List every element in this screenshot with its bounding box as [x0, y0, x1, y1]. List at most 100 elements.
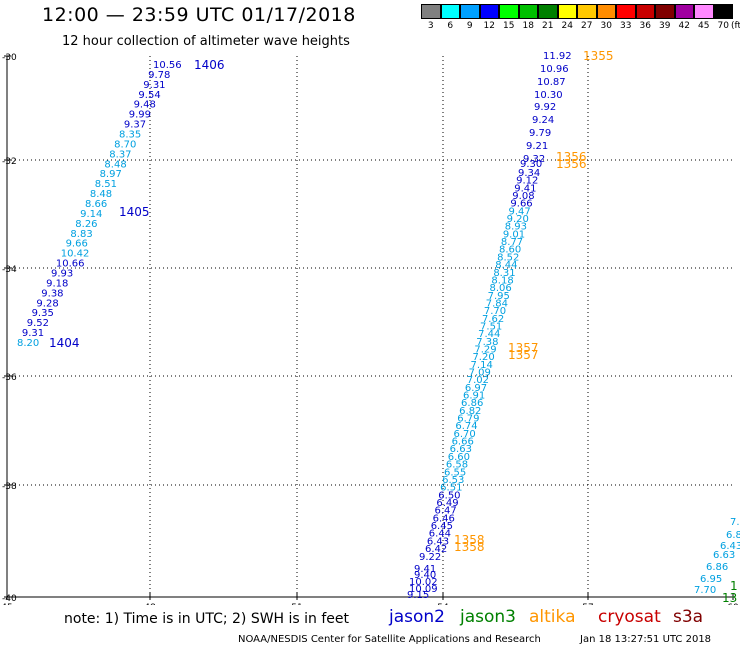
track1-swh-label: 9.28 — [36, 298, 58, 309]
track1-swh-label: 9.37 — [124, 120, 146, 131]
track2-swh-label: 9.08 — [512, 191, 534, 202]
legend-s3a: s3a — [673, 607, 704, 627]
track2-time-label: 1358 — [454, 533, 485, 547]
track2-time-label: 1357 — [508, 348, 539, 362]
track3-swh-label: 6.86 — [706, 562, 728, 573]
track2-swh-label: 6.46 — [433, 513, 455, 524]
track2-swh-label: 6.63 — [450, 444, 472, 455]
lat-tick-label: -38 — [2, 482, 17, 492]
track2-swh-label: 8.93 — [505, 222, 527, 233]
track2-swh-label: 6.49 — [436, 498, 458, 509]
track1-swh-label: 8.83 — [70, 229, 92, 240]
track2-swh-label: 6.47 — [434, 506, 456, 517]
track2-swh-label: 9.12 — [516, 176, 538, 187]
track1-swh-label: 9.38 — [41, 288, 63, 299]
track2-swh-label: 6.43 — [427, 536, 449, 547]
track1-swh-label: 8.51 — [95, 179, 117, 190]
footer-credit: NOAA/NESDIS Center for Satellite Applica… — [238, 634, 541, 645]
colorbar-label: 33 — [620, 21, 632, 31]
track2-swh-label: 9.79 — [529, 128, 551, 139]
colorbar-swatch — [440, 4, 460, 19]
lat-tick-label: -34 — [2, 265, 17, 275]
colorbar-unit: (ft) — [731, 21, 740, 31]
track2-swh-label: 9.15 — [407, 590, 429, 601]
track2-swh-label: 10.09 — [409, 584, 438, 595]
lon-tick-label: 45 — [1, 603, 12, 605]
track3-swh-label: 6.89 — [726, 530, 740, 541]
track1-swh-label: 9.54 — [138, 90, 160, 101]
colorbar-label: 3 — [427, 21, 434, 31]
lat-tick-label: -32 — [2, 157, 17, 167]
track1-swh-label: 8.48 — [104, 159, 126, 170]
colorbar-swatch — [713, 4, 733, 19]
lat-tick-label: -36 — [2, 373, 17, 383]
track3-time-label: 1 — [730, 579, 738, 593]
track1-swh-label: 9.93 — [51, 269, 73, 280]
colorbar-swatch — [460, 4, 480, 19]
track2-swh-label: 10.96 — [540, 64, 569, 75]
track2-swh-label: 8.31 — [493, 268, 515, 279]
map-subtitle: 12 hour collection of altimeter wave hei… — [62, 34, 350, 49]
track2-swh-label: 10.02 — [409, 577, 438, 588]
track2-swh-label: 6.97 — [465, 383, 487, 394]
colorbar-swatch — [557, 4, 577, 19]
colorbar-label: 42 — [678, 21, 690, 31]
track2-swh-label: 6.51 — [440, 483, 462, 494]
track3-swh-label: 7.70 — [694, 585, 716, 596]
track3-time-label: 13 — [722, 591, 737, 605]
track2-swh-label: 6.70 — [453, 429, 475, 440]
track2-swh-label: 7.09 — [469, 368, 491, 379]
track1-swh-label: 9.48 — [134, 100, 156, 111]
colorbar-label: 6 — [447, 21, 454, 31]
track1-swh-label: 10.56 — [153, 60, 182, 71]
colorbar — [421, 4, 733, 19]
track2-swh-label: 7.70 — [484, 306, 506, 317]
track3-swh-label: 6.63 — [713, 550, 735, 561]
track1-swh-label: 10.42 — [61, 249, 90, 260]
colorbar-label: 27 — [581, 21, 593, 31]
track2-swh-label: 9.41 — [414, 564, 436, 575]
track3-swh-label: 7.26 — [730, 517, 740, 528]
track1-swh-label: 8.35 — [119, 130, 141, 141]
track1-swh-label: 9.99 — [129, 110, 151, 121]
lon-tick-label: 57 — [582, 603, 593, 605]
track2-swh-label: 8.60 — [499, 245, 521, 256]
track1-swh-label: 10.66 — [56, 259, 85, 270]
colorbar-swatch — [499, 4, 519, 19]
track2-swh-label: 6.74 — [455, 421, 477, 432]
track1-swh-label: 9.52 — [27, 318, 49, 329]
colorbar-swatch — [479, 4, 499, 19]
track1-time-label: 1405 — [119, 205, 150, 219]
track2-swh-label: 7.38 — [476, 337, 498, 348]
track2-swh-label: 9.34 — [518, 168, 540, 179]
colorbar-swatch — [596, 4, 616, 19]
track2-swh-label: 8.06 — [490, 283, 512, 294]
colorbar-swatch — [655, 4, 675, 19]
track2-swh-label: 9.20 — [507, 214, 529, 225]
track2-swh-label: 6.50 — [438, 490, 460, 501]
colorbar-swatch — [674, 4, 694, 19]
track2-swh-label: 9.30 — [520, 159, 542, 170]
track3-swh-label: 6.95 — [700, 574, 722, 585]
track1-time-label: 1406 — [194, 58, 225, 72]
track1-swh-label: 9.14 — [80, 209, 102, 220]
colorbar-label: 45 — [698, 21, 710, 31]
map-plot: -30-32-34-36-38-4045485154576010.569.789… — [1, 49, 740, 605]
colorbar-label: 36 — [639, 21, 651, 31]
track2-swh-label: 10.30 — [534, 90, 563, 101]
legend-altika: altika — [529, 607, 576, 627]
track2-swh-label: 10.87 — [537, 77, 566, 88]
track2-swh-label: 8.52 — [497, 252, 519, 263]
lon-tick-label: 54 — [437, 603, 449, 605]
colorbar-label: 15 — [503, 21, 515, 31]
track2-swh-label: 9.32 — [523, 154, 545, 165]
track3-swh-label: 6.43 — [720, 541, 740, 552]
track2-swh-label: 8.18 — [491, 275, 513, 286]
track2-time-label: 1355 — [583, 49, 614, 63]
track2-swh-label: 8.77 — [501, 237, 523, 248]
colorbar-label: 21 — [542, 21, 554, 31]
track2-swh-label: 7.02 — [467, 375, 489, 386]
track1-swh-label: 9.31 — [22, 328, 44, 339]
